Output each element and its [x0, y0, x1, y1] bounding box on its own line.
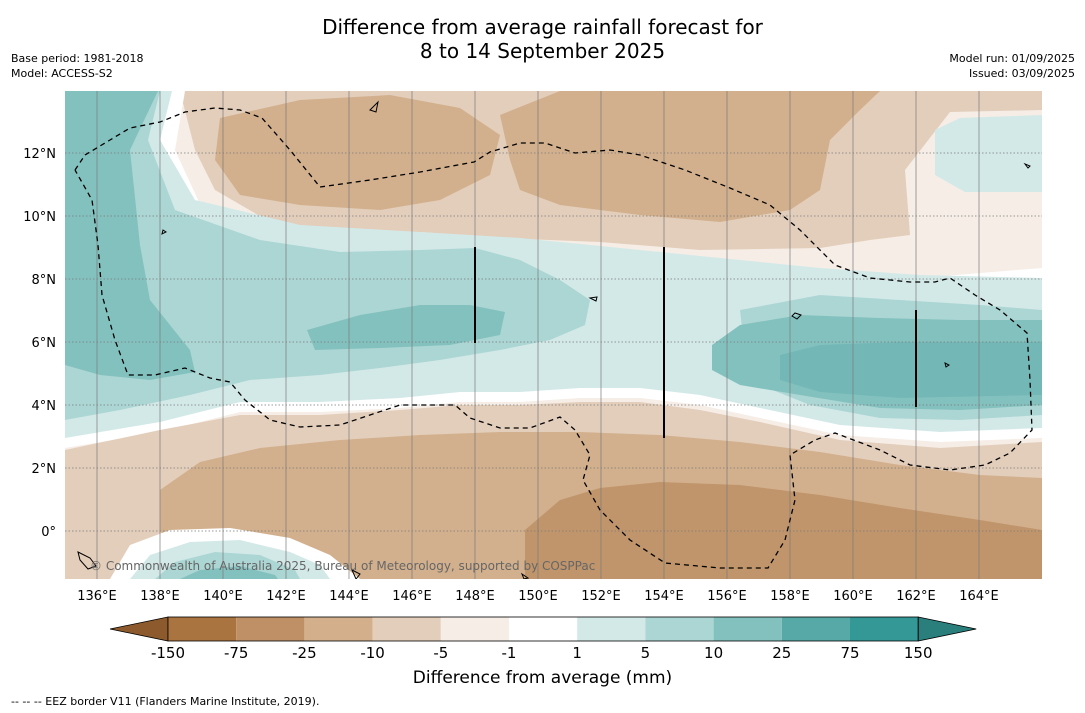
lon-tick-label: 156°E [707, 589, 747, 604]
marker-lines [474, 247, 917, 438]
legend-swatch [440, 617, 509, 641]
lon-tick-label: 144°E [329, 589, 369, 604]
lon-tick-label: 148°E [455, 589, 495, 604]
model-run-text: Model run: 01/09/2025 [949, 52, 1075, 65]
meta-right: Model run: 01/09/2025 Issued: 03/09/2025 [949, 51, 1075, 81]
chart-title-line2: 8 to 14 September 2025 [419, 39, 666, 63]
band-wet-medium-mid [307, 305, 505, 350]
band-wet-medium-east [712, 315, 1042, 410]
axis-labels: 136°E 138°E 140°E 142°E 144°E 146°E 148°E 150°E… [23, 147, 999, 604]
legend-tick-label: 10 [704, 644, 723, 662]
lat-tick-label: 12°N [23, 147, 56, 162]
lat-tick-label: 8°N [32, 273, 57, 288]
lon-tick-label: 146°E [392, 589, 432, 604]
lat-tick-label: 2°N [32, 462, 57, 477]
lon-tick-label: 160°E [833, 589, 873, 604]
legend-swatch [372, 617, 441, 641]
legend-tick-label: -75 [224, 644, 249, 662]
issued-text: Issued: 03/09/2025 [968, 67, 1075, 80]
legend-arrow-high [917, 616, 977, 642]
legend-tick-label: 75 [840, 644, 859, 662]
legend-tick-label: 5 [641, 644, 651, 662]
band-wet-strong-east [780, 342, 1042, 398]
legend-swatch [304, 617, 373, 641]
legend-swatch [713, 617, 782, 641]
band-wet-medium [65, 91, 195, 380]
legend-swatch [577, 617, 646, 641]
legend-swatch [781, 617, 850, 641]
base-period-text: Base period: 1981-2018 [11, 52, 144, 65]
legend-swatch [850, 617, 919, 641]
legend-tick-label: -5 [433, 644, 448, 662]
lon-tick-label: 140°E [203, 589, 243, 604]
lon-tick-label: 142°E [266, 589, 306, 604]
meta-left: Base period: 1981-2018 Model: ACCESS-S2 [11, 51, 143, 81]
lon-tick-label: 162°E [896, 589, 936, 604]
rainfall-anomaly-map: © Commonwealth of Australia 2025, Bureau… [65, 91, 1042, 579]
legend-tick-label: -150 [151, 644, 185, 662]
lat-tick-label: 4°N [32, 399, 57, 414]
lon-tick-label: 154°E [644, 589, 684, 604]
legend-swatch [236, 617, 305, 641]
lat-tick-label: 6°N [32, 336, 57, 351]
legend-arrow-low [109, 616, 169, 642]
model-text: Model: ACCESS-S2 [11, 67, 113, 80]
band-wet-medium-sw [180, 566, 278, 579]
legend-title: Difference from average (mm) [412, 668, 673, 688]
band-dry-medium-north-b [500, 91, 880, 222]
lon-tick-label: 158°E [770, 589, 810, 604]
legend-colorbar: -150 -75 -25 -10 -5 -1 1 5 10 25 75 150 [109, 616, 977, 662]
legend-tick-label: -10 [360, 644, 385, 662]
lon-tick-label: 136°E [77, 589, 117, 604]
legend-tick-label: 150 [904, 644, 933, 662]
chart-title-line1: Difference from average rainfall forecas… [322, 15, 763, 39]
legend-tick-label: -25 [292, 644, 317, 662]
eez-border-west [74, 107, 1033, 569]
copyright-text: © Commonwealth of Australia 2025, Bureau… [90, 559, 595, 573]
lat-tick-label: 10°N [23, 210, 56, 225]
lat-tick-label: 0° [41, 525, 56, 540]
legend-frame [167, 616, 919, 642]
legend-tick-label: -1 [502, 644, 517, 662]
eez-footnote: -- -- -- EEZ border V11 (Flanders Marine… [11, 695, 320, 708]
islands [77, 100, 1031, 579]
lon-tick-label: 164°E [959, 589, 999, 604]
legend-swatch [509, 617, 578, 641]
legend-swatch [168, 617, 237, 641]
legend-swatch [645, 617, 714, 641]
lon-tick-label: 138°E [140, 589, 180, 604]
legend-tick-label: 25 [772, 644, 791, 662]
legend-tick-label: 1 [572, 644, 582, 662]
band-wet-faint-ne [935, 115, 1042, 192]
band-dry-strong-south [525, 482, 1042, 579]
lon-tick-label: 152°E [581, 589, 621, 604]
lon-tick-label: 150°E [518, 589, 558, 604]
